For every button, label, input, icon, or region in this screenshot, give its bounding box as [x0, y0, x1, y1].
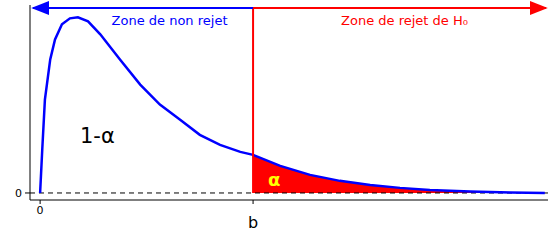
reject-area-label: α — [268, 169, 280, 190]
critical-line — [252, 7, 254, 193]
non-reject-area-label: 1-α — [80, 124, 115, 148]
x-tick-label: b — [248, 213, 258, 232]
y-tick-label: 0 — [15, 187, 22, 200]
density-curve — [40, 17, 545, 193]
chart: 0 0 b Zone de non rejet Zone de rejet de H₀ 1… — [0, 0, 550, 237]
x-axis — [30, 200, 548, 201]
reject-arrow — [253, 7, 546, 9]
x-tick — [253, 200, 254, 204]
non-reject-zone-label: Zone de non rejet — [112, 13, 228, 28]
plot-area — [30, 7, 548, 193]
x-tick-label: 0 — [37, 204, 44, 217]
y-axis — [30, 5, 31, 200]
y-tick — [25, 192, 30, 193]
reject-zone-label: Zone de rejet de H₀ — [341, 13, 468, 28]
non-reject-arrow — [33, 7, 253, 9]
